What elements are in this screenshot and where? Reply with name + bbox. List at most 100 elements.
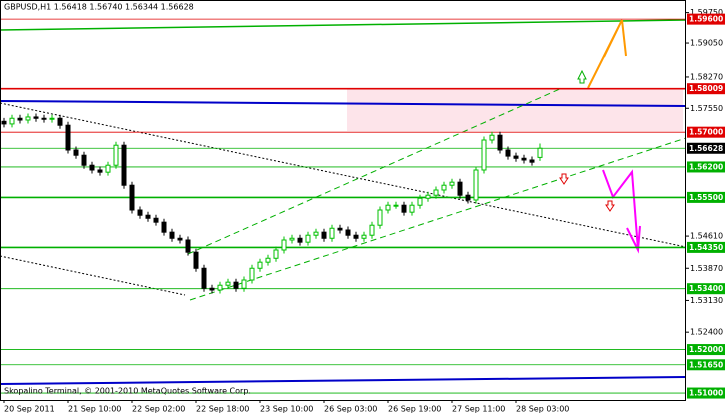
candle-body: [113, 144, 119, 166]
candle-body: [289, 237, 295, 241]
candle-body: [337, 227, 343, 231]
candle-body: [201, 267, 207, 289]
level-box: [687, 126, 725, 138]
x-tick-label: 27 Sep 11:00: [452, 405, 505, 414]
level-label: 1.54350: [689, 243, 723, 252]
candle-body: [65, 124, 71, 151]
x-tick-label: 22 Sep 02:00: [132, 405, 185, 414]
level-label: 1.52000: [689, 345, 723, 354]
level-box: [687, 13, 725, 25]
plot-frame: [0, 0, 686, 401]
candle-body: [41, 117, 47, 120]
candle-body: [329, 227, 335, 239]
candle-body: [521, 157, 527, 161]
candle-body: [313, 231, 319, 236]
candle-body: [9, 117, 15, 125]
candle-body: [361, 234, 367, 239]
x-tick-label: 22 Sep 18:00: [196, 405, 249, 414]
level-label: 1.51000: [689, 389, 723, 398]
candle-body: [257, 261, 263, 269]
candle-body: [33, 116, 39, 119]
level-label: 1.59600: [689, 15, 723, 24]
candle-body: [513, 155, 519, 159]
trend-line: [0, 102, 687, 248]
candle-body: [105, 164, 111, 173]
y-tick-label: 1.59750: [690, 8, 723, 17]
x-tick-label: 23 Sep 10:00: [260, 405, 313, 414]
candle-body: [177, 237, 183, 241]
level-box: [687, 191, 725, 203]
channel-line: [187, 87, 563, 255]
y-tick-label: 1.57550: [690, 104, 723, 113]
candle-body: [217, 284, 223, 291]
candle-body: [137, 209, 143, 216]
candle-body: [73, 149, 79, 156]
footer: Skopalino Terminal, © 2001-2010 MetaQuot…: [4, 387, 251, 396]
candle-body: [281, 239, 287, 251]
trend-line: [0, 376, 687, 385]
forecast-arrow: [621, 19, 627, 57]
candle-body: [505, 149, 511, 157]
candle-body: [225, 281, 231, 286]
level-label: 1.53400: [689, 284, 723, 293]
candle-body: [273, 249, 279, 259]
candle-body: [169, 231, 175, 239]
candle-body: [129, 184, 135, 211]
candle-body: [497, 134, 503, 151]
y-tick-label: 1.58270: [690, 72, 723, 81]
y-tick-label: 1.59050: [690, 39, 723, 48]
level-box: [687, 359, 725, 371]
y-tick-label: 1.54610: [690, 232, 723, 241]
y-tick-label: 1.53130: [690, 296, 723, 305]
candle-body: [401, 204, 407, 213]
candle-body: [161, 221, 167, 233]
level-label: 1.55500: [689, 193, 723, 202]
y-tick-label: 1.53870: [690, 264, 723, 273]
level-box: [687, 241, 725, 253]
candle-body: [433, 189, 439, 196]
x-tick-label: 28 Sep 03:00: [516, 405, 569, 414]
level-label: 1.51650: [689, 360, 723, 369]
level-label: 1.56628: [689, 144, 723, 153]
candle-body: [89, 164, 95, 171]
candle-body: [377, 209, 383, 226]
x-tick-label: 21 Sep 10:00: [68, 405, 121, 414]
channel-line: [189, 137, 687, 301]
level-box: [687, 142, 725, 154]
level-label: 1.58009: [689, 84, 723, 93]
candle-body: [345, 229, 351, 236]
trend-line: [0, 19, 687, 31]
candle-body: [481, 139, 487, 171]
candle-body: [537, 147, 543, 158]
down-arrow: [559, 173, 569, 185]
candle-body: [305, 234, 311, 243]
x-tick-label: 26 Sep 03:00: [324, 405, 377, 414]
level-box: [687, 83, 725, 95]
level-box: [687, 161, 725, 173]
candle-body: [81, 154, 87, 166]
candle-body: [265, 257, 271, 263]
candle-body: [353, 234, 359, 239]
y-tick-label: 1.52400: [690, 328, 723, 337]
candle-body: [369, 224, 375, 236]
candle-body: [409, 204, 415, 213]
candle-body: [97, 169, 103, 173]
candle-body: [145, 214, 151, 219]
candle-body: [385, 204, 391, 211]
candle-body: [209, 287, 215, 291]
candle-body: [529, 159, 535, 163]
candle-body: [393, 204, 399, 207]
candle-body: [25, 116, 31, 121]
x-tick-label: 20 Sep 2011: [4, 405, 55, 414]
candle-body: [233, 281, 239, 289]
candle-body: [449, 181, 455, 186]
zone: [347, 88, 683, 131]
candle-body: [57, 117, 63, 126]
candle-body: [321, 231, 327, 239]
candle-body: [193, 251, 199, 269]
level-label: 1.56200: [689, 162, 723, 171]
candle-body: [1, 120, 7, 125]
candle-body: [457, 181, 463, 196]
candle-body: [417, 197, 423, 206]
